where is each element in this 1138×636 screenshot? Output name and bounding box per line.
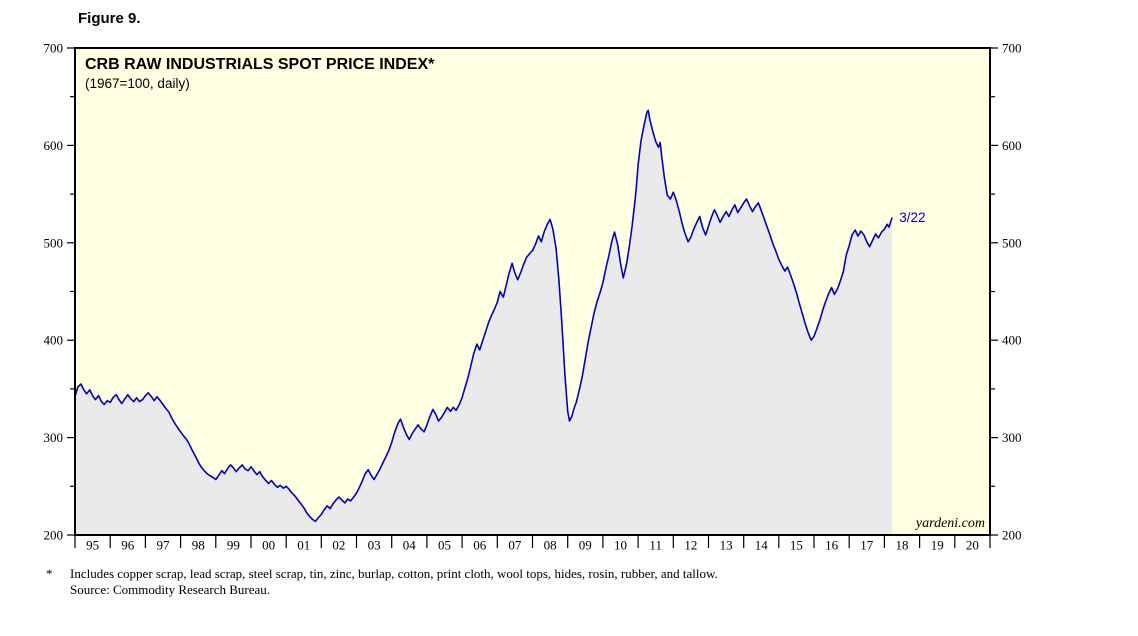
x-axis-year-label: 19 — [931, 538, 944, 553]
footnote: * Includes copper scrap, lead scrap, ste… — [46, 566, 718, 598]
y-axis-label-right: 700 — [1002, 41, 1022, 56]
chart-title: CRB RAW INDUSTRIALS SPOT PRICE INDEX* — [85, 56, 435, 73]
y-axis-label-left: 400 — [44, 333, 64, 348]
series-line — [74, 109, 893, 523]
x-axis-year-label: 03 — [368, 538, 381, 553]
x-axis-year-label: 02 — [332, 538, 345, 553]
y-axis-label-left: 500 — [44, 235, 64, 250]
x-axis-year-label: 96 — [121, 538, 135, 553]
x-axis-year-label: 01 — [297, 538, 310, 553]
y-axis-label-left: 700 — [44, 41, 64, 56]
x-axis-year-label: 99 — [227, 538, 240, 553]
footnote-source: Source: Commodity Research Bureau. — [70, 582, 271, 597]
plot-border — [74, 47, 991, 536]
footnote-text: Includes copper scrap, lead scrap, steel… — [70, 566, 718, 581]
chart-subtitle: (1967=100, daily) — [85, 76, 190, 91]
y-axis-label-right: 400 — [1002, 333, 1022, 348]
x-axis-year-label: 06 — [473, 538, 487, 553]
x-axis-year-label: 09 — [579, 538, 592, 553]
y-axis-label-left: 300 — [44, 430, 64, 445]
x-axis-year-label: 14 — [755, 538, 769, 553]
watermark: yardeni.com — [914, 516, 985, 531]
x-axis-year-label: 16 — [825, 538, 839, 553]
x-axis-year-label: 12 — [684, 538, 697, 553]
y-axis-label-right: 300 — [1002, 430, 1022, 445]
y-axis-label-right: 600 — [1002, 138, 1022, 153]
x-axis-year-label: 04 — [403, 538, 417, 553]
y-axis-label-right: 500 — [1002, 235, 1022, 250]
x-axis-year-label: 13 — [720, 538, 733, 553]
x-axis-year-label: 11 — [649, 538, 662, 553]
x-axis-year-label: 10 — [614, 538, 627, 553]
x-axis-year-label: 18 — [896, 538, 909, 553]
y-axis-label-left: 600 — [44, 138, 64, 153]
x-axis-year-label: 98 — [192, 538, 205, 553]
x-axis-year-label: 15 — [790, 538, 803, 553]
x-axis-year-label: 08 — [544, 538, 557, 553]
series-area-fill — [75, 110, 893, 536]
x-axis-year-label: 95 — [86, 538, 99, 553]
x-axis-year-label: 20 — [966, 538, 979, 553]
figure-label: Figure 9. — [78, 10, 141, 27]
x-axis-year-label: 00 — [262, 538, 275, 553]
latest-value-label: 3/22 — [899, 210, 925, 225]
y-axis-label-right: 200 — [1002, 528, 1022, 543]
footnote-marker: * — [46, 566, 53, 581]
x-axis-year-label: 07 — [508, 538, 522, 553]
x-axis-year-label: 05 — [438, 538, 451, 553]
x-axis-year-label: 17 — [860, 538, 874, 553]
x-axis-year-label: 97 — [157, 538, 171, 553]
y-axis-label-left: 200 — [44, 528, 64, 543]
